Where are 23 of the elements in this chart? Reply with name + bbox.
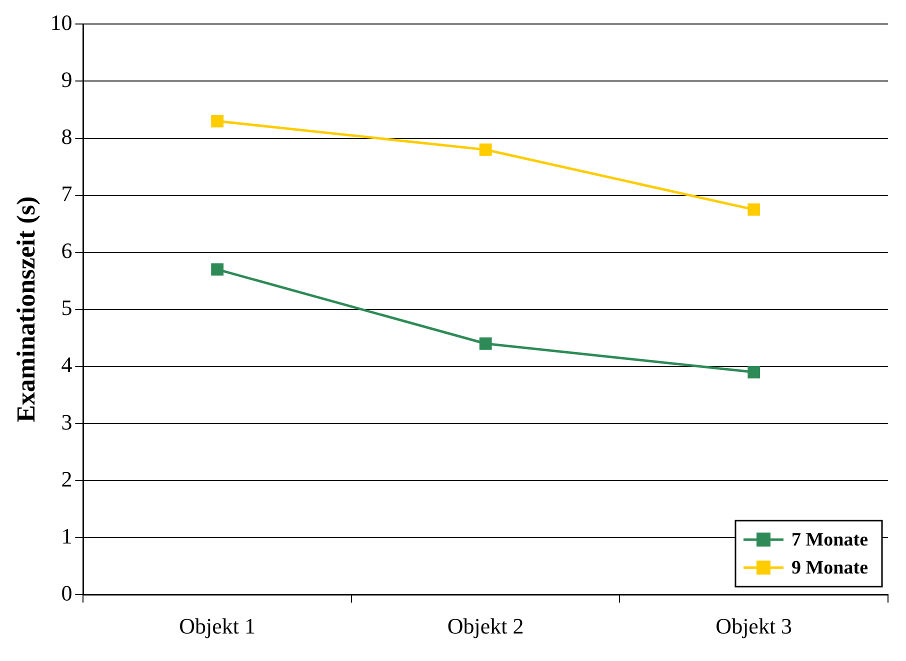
y-tick-label: 0 xyxy=(61,580,72,606)
point xyxy=(211,114,224,128)
point xyxy=(748,366,760,378)
legend-label: 9 Monate xyxy=(791,558,868,579)
y-tick-label: 7 xyxy=(61,181,72,206)
y-tick-label: 8 xyxy=(61,124,72,150)
y-tick-label: 1 xyxy=(61,523,72,548)
y-tick-label: 9 xyxy=(61,67,72,92)
point xyxy=(211,263,224,276)
point xyxy=(479,143,492,156)
y-tick-label: 3 xyxy=(61,409,72,434)
y-tick-label: 10 xyxy=(50,10,72,35)
legend-label: 7 Monate xyxy=(791,530,868,551)
x-tick-label: Objekt 2 xyxy=(447,614,524,639)
y-tick-label: 5 xyxy=(61,295,72,320)
point xyxy=(748,203,760,216)
y-tick-label: 2 xyxy=(61,466,72,492)
x-tick-label: Objekt 3 xyxy=(716,614,792,639)
y-axis-title: Examinationszeit (s) xyxy=(11,196,40,422)
point xyxy=(479,337,492,350)
y-tick-label: 6 xyxy=(61,238,72,264)
y-tick-label: 4 xyxy=(61,352,72,378)
x-tick-label: Objekt 1 xyxy=(179,614,256,639)
